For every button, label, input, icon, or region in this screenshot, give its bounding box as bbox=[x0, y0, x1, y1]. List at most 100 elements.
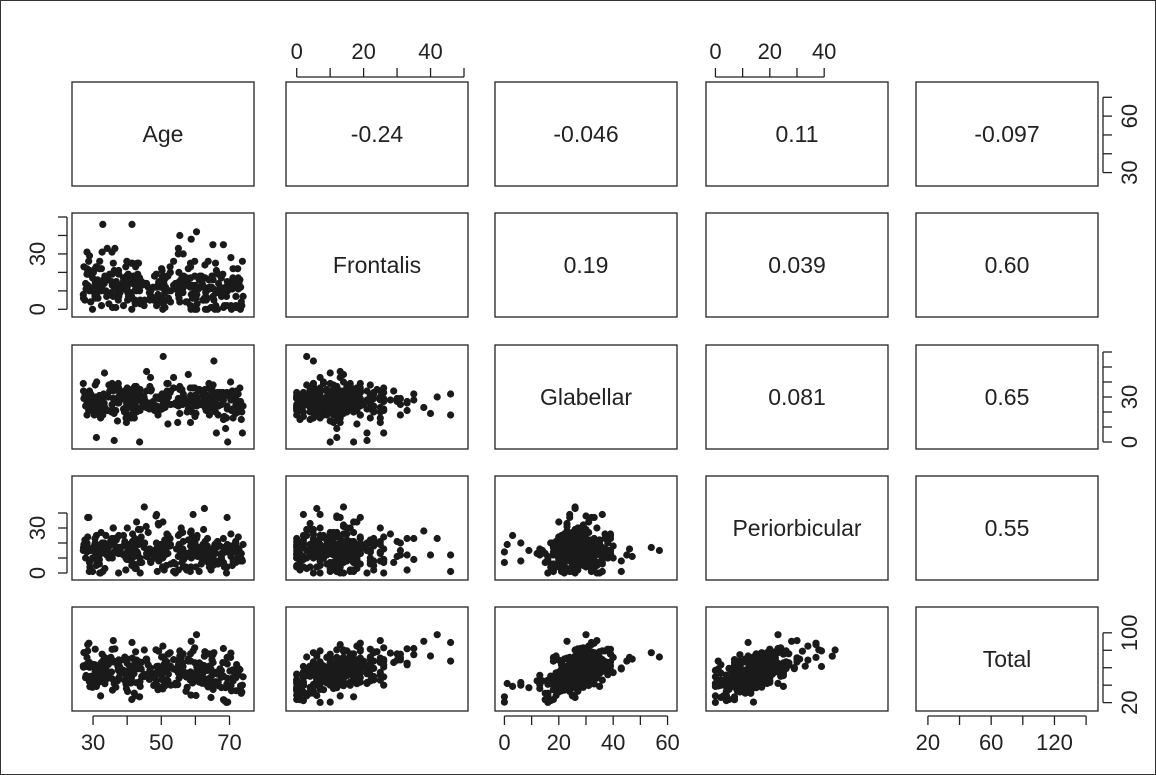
data-point bbox=[146, 557, 155, 565]
data-point bbox=[536, 551, 544, 559]
data-point bbox=[150, 551, 158, 559]
data-point bbox=[238, 257, 246, 265]
data-point bbox=[219, 534, 227, 543]
data-point bbox=[140, 646, 148, 654]
data-point bbox=[131, 692, 139, 700]
data-point bbox=[212, 678, 220, 686]
data-point bbox=[798, 647, 807, 655]
data-point bbox=[393, 552, 401, 561]
data-point bbox=[333, 433, 341, 442]
data-point bbox=[293, 394, 301, 403]
data-point bbox=[79, 294, 88, 302]
data-point bbox=[155, 647, 163, 655]
panel-frontalis-vs-glabellar bbox=[494, 212, 678, 318]
data-point bbox=[380, 429, 388, 437]
data-point bbox=[370, 540, 378, 549]
data-point bbox=[223, 513, 231, 522]
data-point bbox=[420, 637, 428, 645]
data-point bbox=[176, 385, 184, 394]
data-point bbox=[356, 647, 364, 655]
data-point bbox=[350, 693, 358, 701]
data-point bbox=[91, 393, 99, 401]
data-point bbox=[410, 390, 418, 398]
scatter-periorbicular-vs-age bbox=[79, 503, 247, 577]
data-point bbox=[127, 289, 135, 297]
data-point bbox=[166, 540, 175, 549]
data-point bbox=[85, 558, 94, 567]
data-point bbox=[174, 566, 182, 574]
data-point bbox=[420, 403, 428, 412]
data-point bbox=[150, 272, 159, 280]
data-point bbox=[296, 566, 304, 574]
data-point bbox=[590, 649, 598, 657]
data-point bbox=[238, 429, 246, 437]
data-point bbox=[356, 654, 364, 662]
data-point bbox=[596, 682, 604, 691]
data-point bbox=[593, 561, 601, 570]
data-point bbox=[356, 387, 364, 395]
data-point bbox=[730, 656, 739, 664]
data-point bbox=[130, 560, 138, 568]
data-point bbox=[89, 274, 97, 282]
data-point bbox=[396, 394, 404, 403]
data-point bbox=[350, 677, 358, 686]
data-point bbox=[237, 283, 245, 291]
data-point bbox=[98, 394, 106, 403]
data-point bbox=[95, 278, 103, 286]
data-point bbox=[587, 641, 596, 649]
data-point bbox=[161, 682, 169, 690]
data-point bbox=[606, 666, 615, 674]
data-point bbox=[142, 522, 150, 531]
x-tick-label-glabellar: 0 bbox=[498, 730, 510, 755]
y-tick-label-total: 20 bbox=[1117, 690, 1142, 714]
data-point bbox=[159, 653, 167, 661]
data-point bbox=[508, 531, 517, 540]
y-tick-label-age: 30 bbox=[1117, 160, 1142, 184]
data-point bbox=[503, 679, 511, 688]
data-point bbox=[350, 540, 358, 549]
data-point bbox=[316, 658, 324, 666]
data-point bbox=[227, 302, 235, 310]
data-point bbox=[228, 674, 236, 682]
data-point bbox=[122, 566, 130, 574]
correlation-label-frontalis-periorbicular: 0.039 bbox=[768, 252, 826, 278]
data-point bbox=[193, 543, 201, 552]
data-point bbox=[89, 677, 97, 686]
data-point bbox=[552, 537, 560, 546]
data-point bbox=[172, 545, 181, 553]
scatter-frontalis-vs-age bbox=[79, 220, 247, 313]
data-point bbox=[183, 408, 191, 416]
x-tick-label-frontalis: 40 bbox=[418, 39, 442, 64]
data-point bbox=[158, 294, 166, 302]
data-point bbox=[186, 418, 195, 427]
data-point bbox=[223, 278, 231, 286]
data-point bbox=[555, 557, 563, 565]
data-point bbox=[199, 391, 207, 400]
data-point bbox=[236, 384, 244, 392]
data-point bbox=[739, 671, 747, 679]
data-point bbox=[804, 656, 812, 664]
x-tick-label-age: 70 bbox=[217, 730, 241, 755]
data-point bbox=[199, 661, 207, 670]
data-point bbox=[152, 402, 160, 410]
data-point bbox=[316, 414, 324, 422]
data-point bbox=[222, 569, 231, 577]
data-point bbox=[115, 569, 123, 577]
data-point bbox=[82, 285, 90, 293]
data-point bbox=[92, 433, 100, 442]
data-point bbox=[598, 647, 606, 655]
data-point bbox=[366, 560, 374, 568]
data-point bbox=[538, 677, 547, 685]
data-point bbox=[604, 645, 612, 653]
data-point bbox=[313, 402, 321, 410]
data-point bbox=[363, 679, 371, 688]
data-point bbox=[350, 518, 358, 526]
data-point bbox=[390, 387, 398, 395]
data-point bbox=[158, 563, 167, 571]
data-point bbox=[403, 645, 411, 653]
data-point bbox=[812, 653, 820, 662]
panel-total-vs-total bbox=[915, 606, 1099, 712]
data-point bbox=[206, 283, 214, 291]
data-point bbox=[376, 537, 384, 546]
data-point bbox=[155, 521, 163, 529]
